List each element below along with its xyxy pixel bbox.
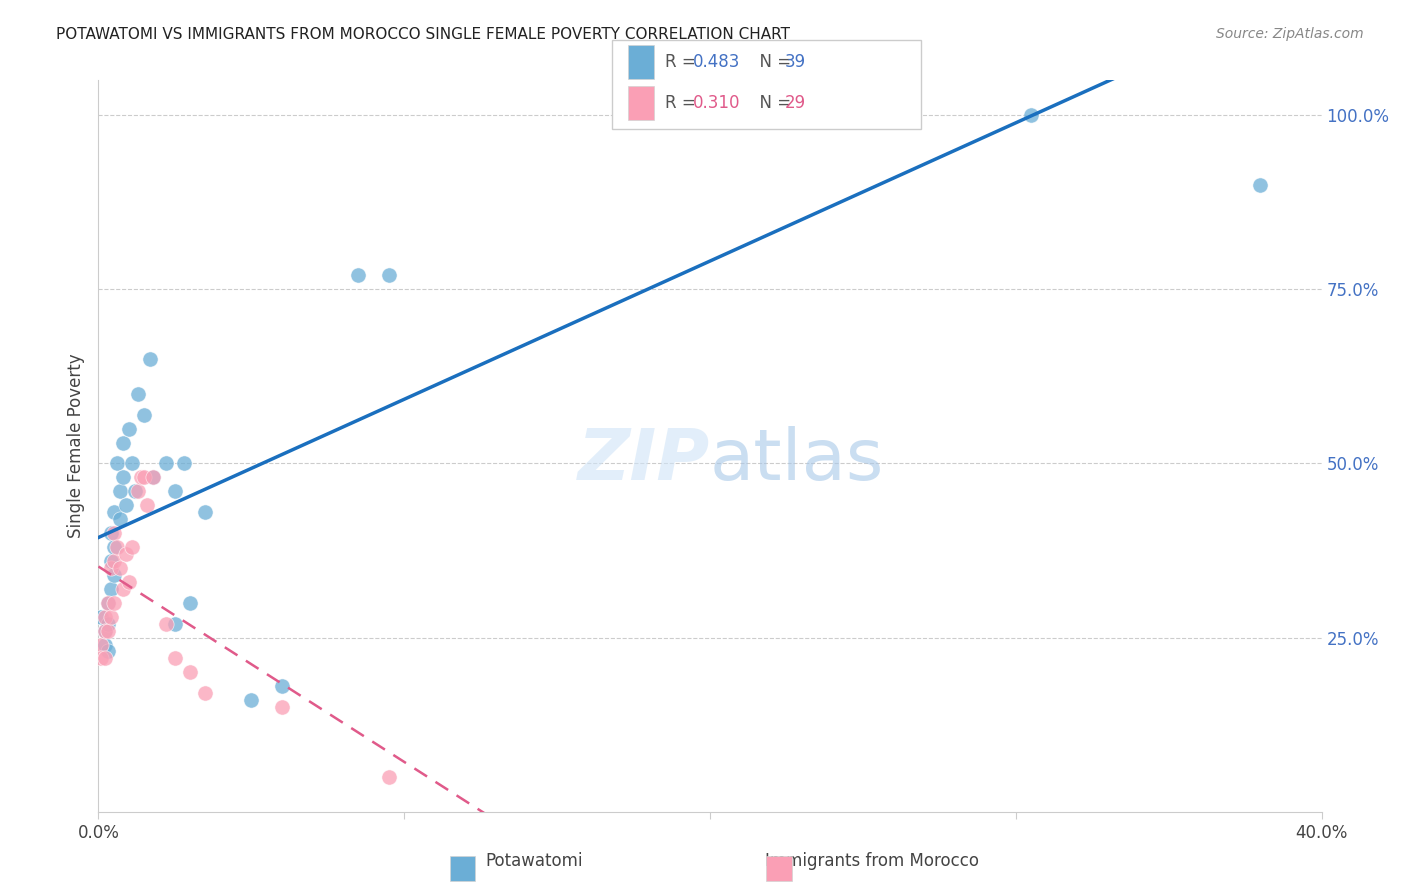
Potawatomi bbox=[100, 554, 122, 568]
Immigrants from Morocco bbox=[134, 470, 156, 484]
Text: Potawatomi: Potawatomi bbox=[485, 852, 583, 870]
Potawatomi bbox=[118, 421, 141, 435]
Immigrants from Morocco bbox=[103, 554, 125, 568]
Potawatomi bbox=[97, 616, 120, 631]
Text: 0.483: 0.483 bbox=[693, 54, 741, 71]
Potawatomi bbox=[163, 484, 186, 499]
Potawatomi bbox=[1249, 178, 1271, 192]
Potawatomi bbox=[121, 457, 143, 471]
Text: N =: N = bbox=[749, 54, 797, 71]
Immigrants from Morocco bbox=[93, 651, 115, 665]
Immigrants from Morocco bbox=[127, 484, 149, 499]
Text: POTAWATOMI VS IMMIGRANTS FROM MOROCCO SINGLE FEMALE POVERTY CORRELATION CHART: POTAWATOMI VS IMMIGRANTS FROM MOROCCO SI… bbox=[56, 27, 790, 42]
Immigrants from Morocco bbox=[105, 540, 128, 554]
Immigrants from Morocco bbox=[90, 638, 112, 652]
Potawatomi bbox=[100, 526, 122, 541]
Immigrants from Morocco bbox=[100, 609, 122, 624]
Immigrants from Morocco bbox=[103, 526, 125, 541]
Immigrants from Morocco bbox=[163, 651, 186, 665]
Potawatomi bbox=[347, 268, 370, 283]
Immigrants from Morocco bbox=[100, 561, 122, 575]
Immigrants from Morocco bbox=[90, 651, 112, 665]
Text: 29: 29 bbox=[785, 94, 806, 112]
Potawatomi bbox=[111, 435, 134, 450]
Text: atlas: atlas bbox=[710, 426, 884, 495]
Potawatomi bbox=[100, 582, 122, 596]
Potawatomi bbox=[103, 505, 125, 519]
Potawatomi bbox=[97, 644, 120, 658]
Immigrants from Morocco bbox=[115, 547, 138, 561]
Potawatomi bbox=[103, 540, 125, 554]
Immigrants from Morocco bbox=[97, 596, 120, 610]
Potawatomi bbox=[90, 609, 112, 624]
Immigrants from Morocco bbox=[129, 470, 152, 484]
Potawatomi bbox=[179, 596, 201, 610]
Potawatomi bbox=[93, 624, 115, 638]
Text: Immigrants from Morocco: Immigrants from Morocco bbox=[765, 852, 979, 870]
Potawatomi bbox=[173, 457, 195, 471]
Immigrants from Morocco bbox=[93, 609, 115, 624]
Y-axis label: Single Female Poverty: Single Female Poverty bbox=[66, 354, 84, 538]
Immigrants from Morocco bbox=[108, 561, 131, 575]
Potawatomi bbox=[142, 470, 165, 484]
Immigrants from Morocco bbox=[93, 624, 115, 638]
Immigrants from Morocco bbox=[155, 616, 177, 631]
Immigrants from Morocco bbox=[179, 665, 201, 680]
Potawatomi bbox=[108, 484, 131, 499]
Potawatomi bbox=[163, 616, 186, 631]
Potawatomi bbox=[623, 108, 645, 122]
Potawatomi bbox=[111, 470, 134, 484]
Potawatomi bbox=[97, 596, 120, 610]
Potawatomi bbox=[103, 567, 125, 582]
Immigrants from Morocco bbox=[118, 574, 141, 589]
Potawatomi bbox=[105, 457, 128, 471]
Potawatomi bbox=[378, 268, 401, 283]
Potawatomi bbox=[124, 484, 146, 499]
Potawatomi bbox=[93, 638, 115, 652]
Immigrants from Morocco bbox=[111, 582, 134, 596]
Immigrants from Morocco bbox=[378, 770, 401, 784]
Text: N =: N = bbox=[749, 94, 797, 112]
Potawatomi bbox=[134, 408, 156, 422]
Text: Source: ZipAtlas.com: Source: ZipAtlas.com bbox=[1216, 27, 1364, 41]
Text: R =: R = bbox=[665, 54, 702, 71]
Text: ZIP: ZIP bbox=[578, 426, 710, 495]
Potawatomi bbox=[139, 351, 162, 366]
Potawatomi bbox=[1019, 108, 1042, 122]
Immigrants from Morocco bbox=[136, 498, 159, 512]
Potawatomi bbox=[115, 498, 138, 512]
Potawatomi bbox=[127, 386, 149, 401]
Immigrants from Morocco bbox=[121, 540, 143, 554]
Immigrants from Morocco bbox=[270, 700, 292, 714]
Immigrants from Morocco bbox=[103, 596, 125, 610]
Text: 0.310: 0.310 bbox=[693, 94, 741, 112]
Immigrants from Morocco bbox=[97, 624, 120, 638]
Potawatomi bbox=[652, 108, 675, 122]
Immigrants from Morocco bbox=[142, 470, 165, 484]
Text: 39: 39 bbox=[785, 54, 806, 71]
Potawatomi bbox=[155, 457, 177, 471]
Potawatomi bbox=[108, 512, 131, 526]
Text: R =: R = bbox=[665, 94, 702, 112]
Potawatomi bbox=[240, 693, 263, 707]
Immigrants from Morocco bbox=[194, 686, 217, 700]
Potawatomi bbox=[194, 505, 217, 519]
Potawatomi bbox=[270, 679, 292, 693]
